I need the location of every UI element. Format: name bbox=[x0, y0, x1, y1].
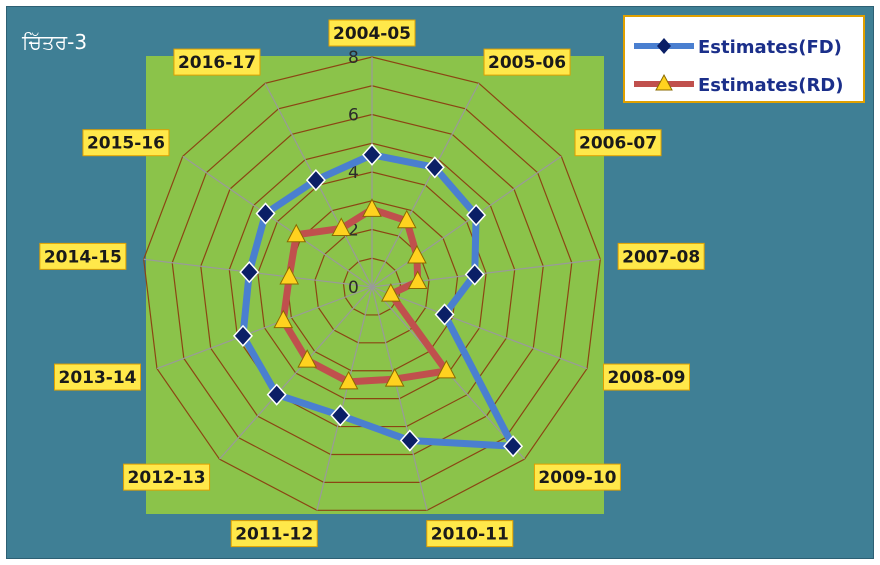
spoke bbox=[156, 286, 373, 370]
category-label: 2014-15 bbox=[44, 247, 122, 267]
data-point bbox=[305, 168, 326, 192]
spoke bbox=[371, 286, 428, 511]
category-label-2011-12: 2011-12 bbox=[230, 520, 318, 548]
category-label: 2008-09 bbox=[607, 368, 685, 388]
category-label: 2011-12 bbox=[235, 525, 313, 545]
category-label: 2010-11 bbox=[431, 525, 509, 545]
radial-tick-label: 4 bbox=[348, 163, 359, 183]
data-point bbox=[338, 370, 359, 390]
legend-label: Estimates(RD) bbox=[698, 75, 843, 96]
category-label-box bbox=[617, 242, 705, 270]
category-label: 2016-17 bbox=[178, 53, 256, 73]
category-label-box bbox=[602, 363, 690, 391]
category-label-box bbox=[426, 520, 514, 548]
category-label-box bbox=[39, 242, 127, 270]
series-rd bbox=[273, 198, 457, 390]
radial-tick-label: 8 bbox=[348, 48, 359, 68]
legend-label: Estimates(FD) bbox=[698, 37, 842, 58]
data-point bbox=[297, 349, 318, 368]
legend-marker bbox=[655, 73, 673, 91]
legend: Estimates(FD) Estimates(RD) bbox=[623, 15, 865, 103]
spoke bbox=[371, 286, 588, 370]
category-label-2013-14: 2013-14 bbox=[54, 363, 142, 391]
radial-ticks: 0 2 4 6 8 bbox=[348, 48, 359, 298]
spoke bbox=[219, 286, 373, 460]
data-point bbox=[330, 404, 351, 427]
category-label-2012-13: 2012-13 bbox=[123, 463, 211, 491]
data-point bbox=[464, 263, 485, 286]
data-point bbox=[239, 260, 260, 284]
category-label-box bbox=[230, 520, 318, 548]
category-label-2005-06: 2005-06 bbox=[483, 48, 571, 76]
category-label-2009-10: 2009-10 bbox=[533, 463, 621, 491]
category-label-box bbox=[123, 463, 211, 491]
data-point bbox=[466, 204, 487, 227]
category-label-box bbox=[328, 19, 416, 47]
category-label: 2007-08 bbox=[622, 247, 700, 267]
category-label: 2006-07 bbox=[579, 134, 657, 154]
category-label-box bbox=[533, 463, 621, 491]
radial-tick-label: 2 bbox=[348, 221, 359, 241]
category-label-2007-08: 2007-08 bbox=[617, 242, 705, 270]
grid-ring bbox=[200, 113, 544, 456]
data-point bbox=[407, 244, 427, 264]
data-point bbox=[396, 209, 417, 229]
spoke bbox=[371, 83, 480, 288]
data-point bbox=[331, 217, 352, 236]
radial-tick-label: 0 bbox=[348, 278, 359, 298]
data-point bbox=[286, 223, 307, 243]
grid-ring bbox=[171, 85, 573, 484]
category-label-2008-09: 2008-09 bbox=[602, 363, 690, 391]
data-point bbox=[266, 383, 287, 406]
grid-ring bbox=[342, 257, 402, 316]
spoke bbox=[182, 155, 373, 288]
legend-marker bbox=[657, 38, 671, 54]
category-label: 2005-06 bbox=[488, 53, 566, 73]
category-label: 2009-10 bbox=[538, 468, 616, 488]
category-label-box bbox=[574, 129, 662, 157]
legend-item: Estimates(FD) bbox=[634, 37, 842, 58]
category-label-2016-17: 2016-17 bbox=[173, 48, 261, 76]
data-point bbox=[503, 435, 524, 458]
grid-ring bbox=[285, 200, 459, 372]
data-point bbox=[434, 303, 455, 326]
category-label-box bbox=[173, 48, 261, 76]
category-label-box bbox=[483, 48, 571, 76]
legend-item: Estimates(RD) bbox=[634, 73, 843, 96]
data-point bbox=[279, 265, 300, 285]
category-labels: 2004-05 2005-06 2006-07 2007-08 2008-09 2009-… bbox=[39, 19, 705, 548]
data-point bbox=[436, 359, 457, 379]
data-point bbox=[361, 143, 383, 166]
category-label-2015-16: 2015-16 bbox=[82, 129, 170, 157]
category-label-box bbox=[54, 363, 142, 391]
spoke bbox=[371, 155, 562, 288]
data-point bbox=[424, 156, 445, 179]
category-label-2004-05: 2004-05 bbox=[328, 19, 416, 47]
data-point bbox=[362, 198, 382, 217]
data-point bbox=[380, 283, 401, 302]
category-label-2010-11: 2010-11 bbox=[426, 520, 514, 548]
grid-ring bbox=[143, 56, 601, 511]
radial-tick-label: 6 bbox=[348, 106, 359, 126]
data-point bbox=[384, 368, 405, 387]
category-label: 2004-05 bbox=[333, 24, 411, 44]
category-label: 2013-14 bbox=[58, 368, 136, 388]
grid-ring bbox=[257, 171, 487, 400]
series-fd bbox=[232, 143, 524, 458]
data-point bbox=[255, 202, 276, 225]
category-label-2006-07: 2006-07 bbox=[574, 129, 662, 157]
category-label: 2012-13 bbox=[128, 468, 206, 488]
category-label: 2015-16 bbox=[87, 134, 165, 154]
category-label-box bbox=[82, 129, 170, 157]
data-point bbox=[232, 324, 253, 348]
category-label-2014-15: 2014-15 bbox=[39, 242, 127, 270]
data-point bbox=[407, 270, 428, 289]
data-point bbox=[399, 429, 420, 452]
spoke bbox=[316, 286, 373, 511]
figure-label: ਚਿੱਤਰ-3 bbox=[22, 30, 88, 54]
data-point bbox=[273, 309, 294, 329]
